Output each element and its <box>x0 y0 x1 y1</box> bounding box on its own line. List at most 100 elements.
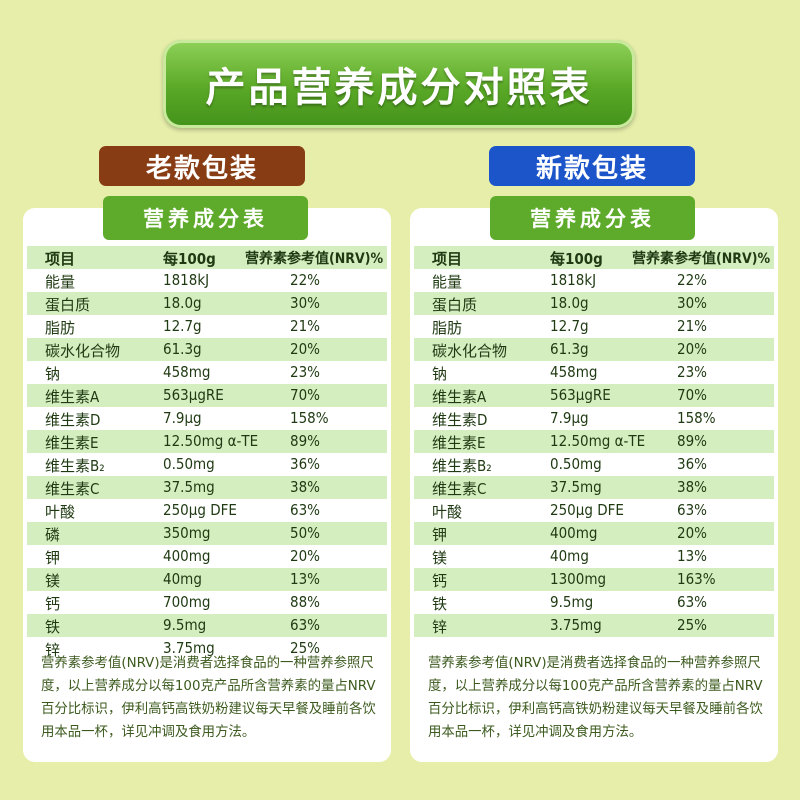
nutrient-name: 钙 <box>45 595 61 613</box>
nutrient-value: 3.75mg <box>550 616 602 634</box>
table-row: 锌 3.75mg 25% <box>27 637 387 660</box>
table-row: 钠 458mg 23% <box>27 361 387 384</box>
nutrient-nrv: 13% <box>677 547 707 565</box>
table-row: 脂肪 12.7g 21% <box>414 315 774 338</box>
nutrient-value: 40mg <box>163 570 202 588</box>
nutrient-value: 18.0g <box>163 294 202 312</box>
table-row: 钠 458mg 23% <box>414 361 774 384</box>
nutrient-name: 维生素B₂ <box>45 457 105 475</box>
nutrient-nrv: 20% <box>677 340 707 358</box>
table-row: 钙 700mg 88% <box>27 591 387 614</box>
nutrient-value: 3.75mg <box>163 639 215 657</box>
nutrient-name: 脂肪 <box>45 319 76 337</box>
nutrient-nrv: 88% <box>290 593 320 611</box>
nutrient-nrv: 30% <box>677 294 707 312</box>
table-row: 铁 9.5mg 63% <box>414 591 774 614</box>
nutrient-nrv: 50% <box>290 524 320 542</box>
table-row: 镁 40mg 13% <box>414 545 774 568</box>
table-row: 钙 1300mg 163% <box>414 568 774 591</box>
nutrient-value: 37.5mg <box>550 478 602 496</box>
table-row: 维生素E 12.50mg α-TE 89% <box>414 430 774 453</box>
nutrient-name: 蛋白质 <box>45 296 91 314</box>
nutrient-name: 脂肪 <box>432 319 463 337</box>
col-item-header: 项目 <box>432 250 463 268</box>
nutrient-value: 1818kJ <box>550 271 597 289</box>
nutrient-value: 40mg <box>550 547 589 565</box>
col-nrv-header: 营养素参考值(NRV)% <box>245 251 384 267</box>
nutrient-value: 9.5mg <box>550 593 594 611</box>
table-row: 能量 1818kJ 22% <box>27 269 387 292</box>
nutrient-nrv: 20% <box>290 547 320 565</box>
nutrient-name: 维生素A <box>432 388 487 406</box>
nutrient-name: 锌 <box>45 641 61 659</box>
nutrient-name: 能量 <box>45 273 76 291</box>
table-row: 钾 400mg 20% <box>414 522 774 545</box>
nutrient-nrv: 21% <box>677 317 707 335</box>
table-row: 维生素B₂ 0.50mg 36% <box>27 453 387 476</box>
nutrient-name: 叶酸 <box>45 503 76 521</box>
nutrient-value: 61.3g <box>550 340 589 358</box>
nutrient-value: 61.3g <box>163 340 202 358</box>
nutrient-name: 钾 <box>432 526 448 544</box>
nutrient-value: 400mg <box>163 547 211 565</box>
table-row: 叶酸 250μg DFE 63% <box>27 499 387 522</box>
nutrient-name: 钠 <box>432 365 448 383</box>
table-row: 维生素E 12.50mg α-TE 89% <box>27 430 387 453</box>
nutrient-nrv: 63% <box>290 616 320 634</box>
col-per100g-header: 每100g <box>550 250 603 268</box>
nutrient-name: 钙 <box>432 572 448 590</box>
nutrient-name: 镁 <box>432 549 448 567</box>
table-row: 锌 3.75mg 25% <box>414 614 774 637</box>
nutrient-nrv: 20% <box>677 524 707 542</box>
nutrient-name: 维生素C <box>45 480 100 498</box>
new-table-title: 营养成分表 <box>490 196 695 240</box>
table-row: 维生素B₂ 0.50mg 36% <box>414 453 774 476</box>
nutrient-name: 维生素E <box>45 434 99 452</box>
nutrient-nrv: 36% <box>290 455 320 473</box>
nutrient-name: 铁 <box>45 618 61 636</box>
nutrient-nrv: 30% <box>290 294 320 312</box>
nutrient-value: 12.7g <box>163 317 202 335</box>
nutrient-value: 7.9μg <box>163 409 202 427</box>
old-nutrition-table: 项目 每100g 营养素参考值(NRV)% 能量 1818kJ 22% 蛋白质 18.… <box>23 246 391 660</box>
nutrient-name: 维生素B₂ <box>432 457 492 475</box>
nutrient-name: 碳水化合物 <box>432 342 508 360</box>
nutrient-value: 9.5mg <box>163 616 207 634</box>
nutrient-value: 1818kJ <box>163 271 210 289</box>
nutrient-nrv: 22% <box>290 271 320 289</box>
table-row: 维生素C 37.5mg 38% <box>414 476 774 499</box>
nutrient-value: 12.50mg α-TE <box>163 432 259 450</box>
col-per100g-header: 每100g <box>163 250 216 268</box>
nutrient-value: 458mg <box>163 363 211 381</box>
nutrient-nrv: 22% <box>677 271 707 289</box>
table-row: 能量 1818kJ 22% <box>414 269 774 292</box>
nutrient-value: 12.50mg α-TE <box>550 432 646 450</box>
nutrient-name: 钠 <box>45 365 61 383</box>
nutrient-name: 蛋白质 <box>432 296 478 314</box>
nutrient-nrv: 63% <box>677 593 707 611</box>
table-row: 碳水化合物 61.3g 20% <box>27 338 387 361</box>
nutrient-nrv: 38% <box>290 478 320 496</box>
nutrient-nrv: 63% <box>290 501 320 519</box>
nutrient-name: 叶酸 <box>432 503 463 521</box>
table-row: 蛋白质 18.0g 30% <box>414 292 774 315</box>
nutrient-nrv: 163% <box>677 570 716 588</box>
table-row: 碳水化合物 61.3g 20% <box>414 338 774 361</box>
table-row: 钾 400mg 20% <box>27 545 387 568</box>
nutrient-value: 37.5mg <box>163 478 215 496</box>
nutrient-name: 锌 <box>432 618 448 636</box>
nutrient-value: 250μg DFE <box>163 501 237 519</box>
nutrient-name: 磷 <box>45 526 61 544</box>
nutrient-name: 能量 <box>432 273 463 291</box>
table-header-row: 项目 每100g 营养素参考值(NRV)% <box>27 246 387 269</box>
nutrient-value: 700mg <box>163 593 211 611</box>
nutrient-name: 钾 <box>45 549 61 567</box>
nutrient-value: 18.0g <box>550 294 589 312</box>
table-row: 维生素A 563μgRE 70% <box>27 384 387 407</box>
nutrient-nrv: 70% <box>290 386 320 404</box>
nutrient-value: 563μgRE <box>163 386 224 404</box>
col-nrv-header: 营养素参考值(NRV)% <box>632 251 771 267</box>
nutrient-nrv: 63% <box>677 501 707 519</box>
nutrient-value: 563μgRE <box>550 386 611 404</box>
nutrient-nrv: 25% <box>677 616 707 634</box>
